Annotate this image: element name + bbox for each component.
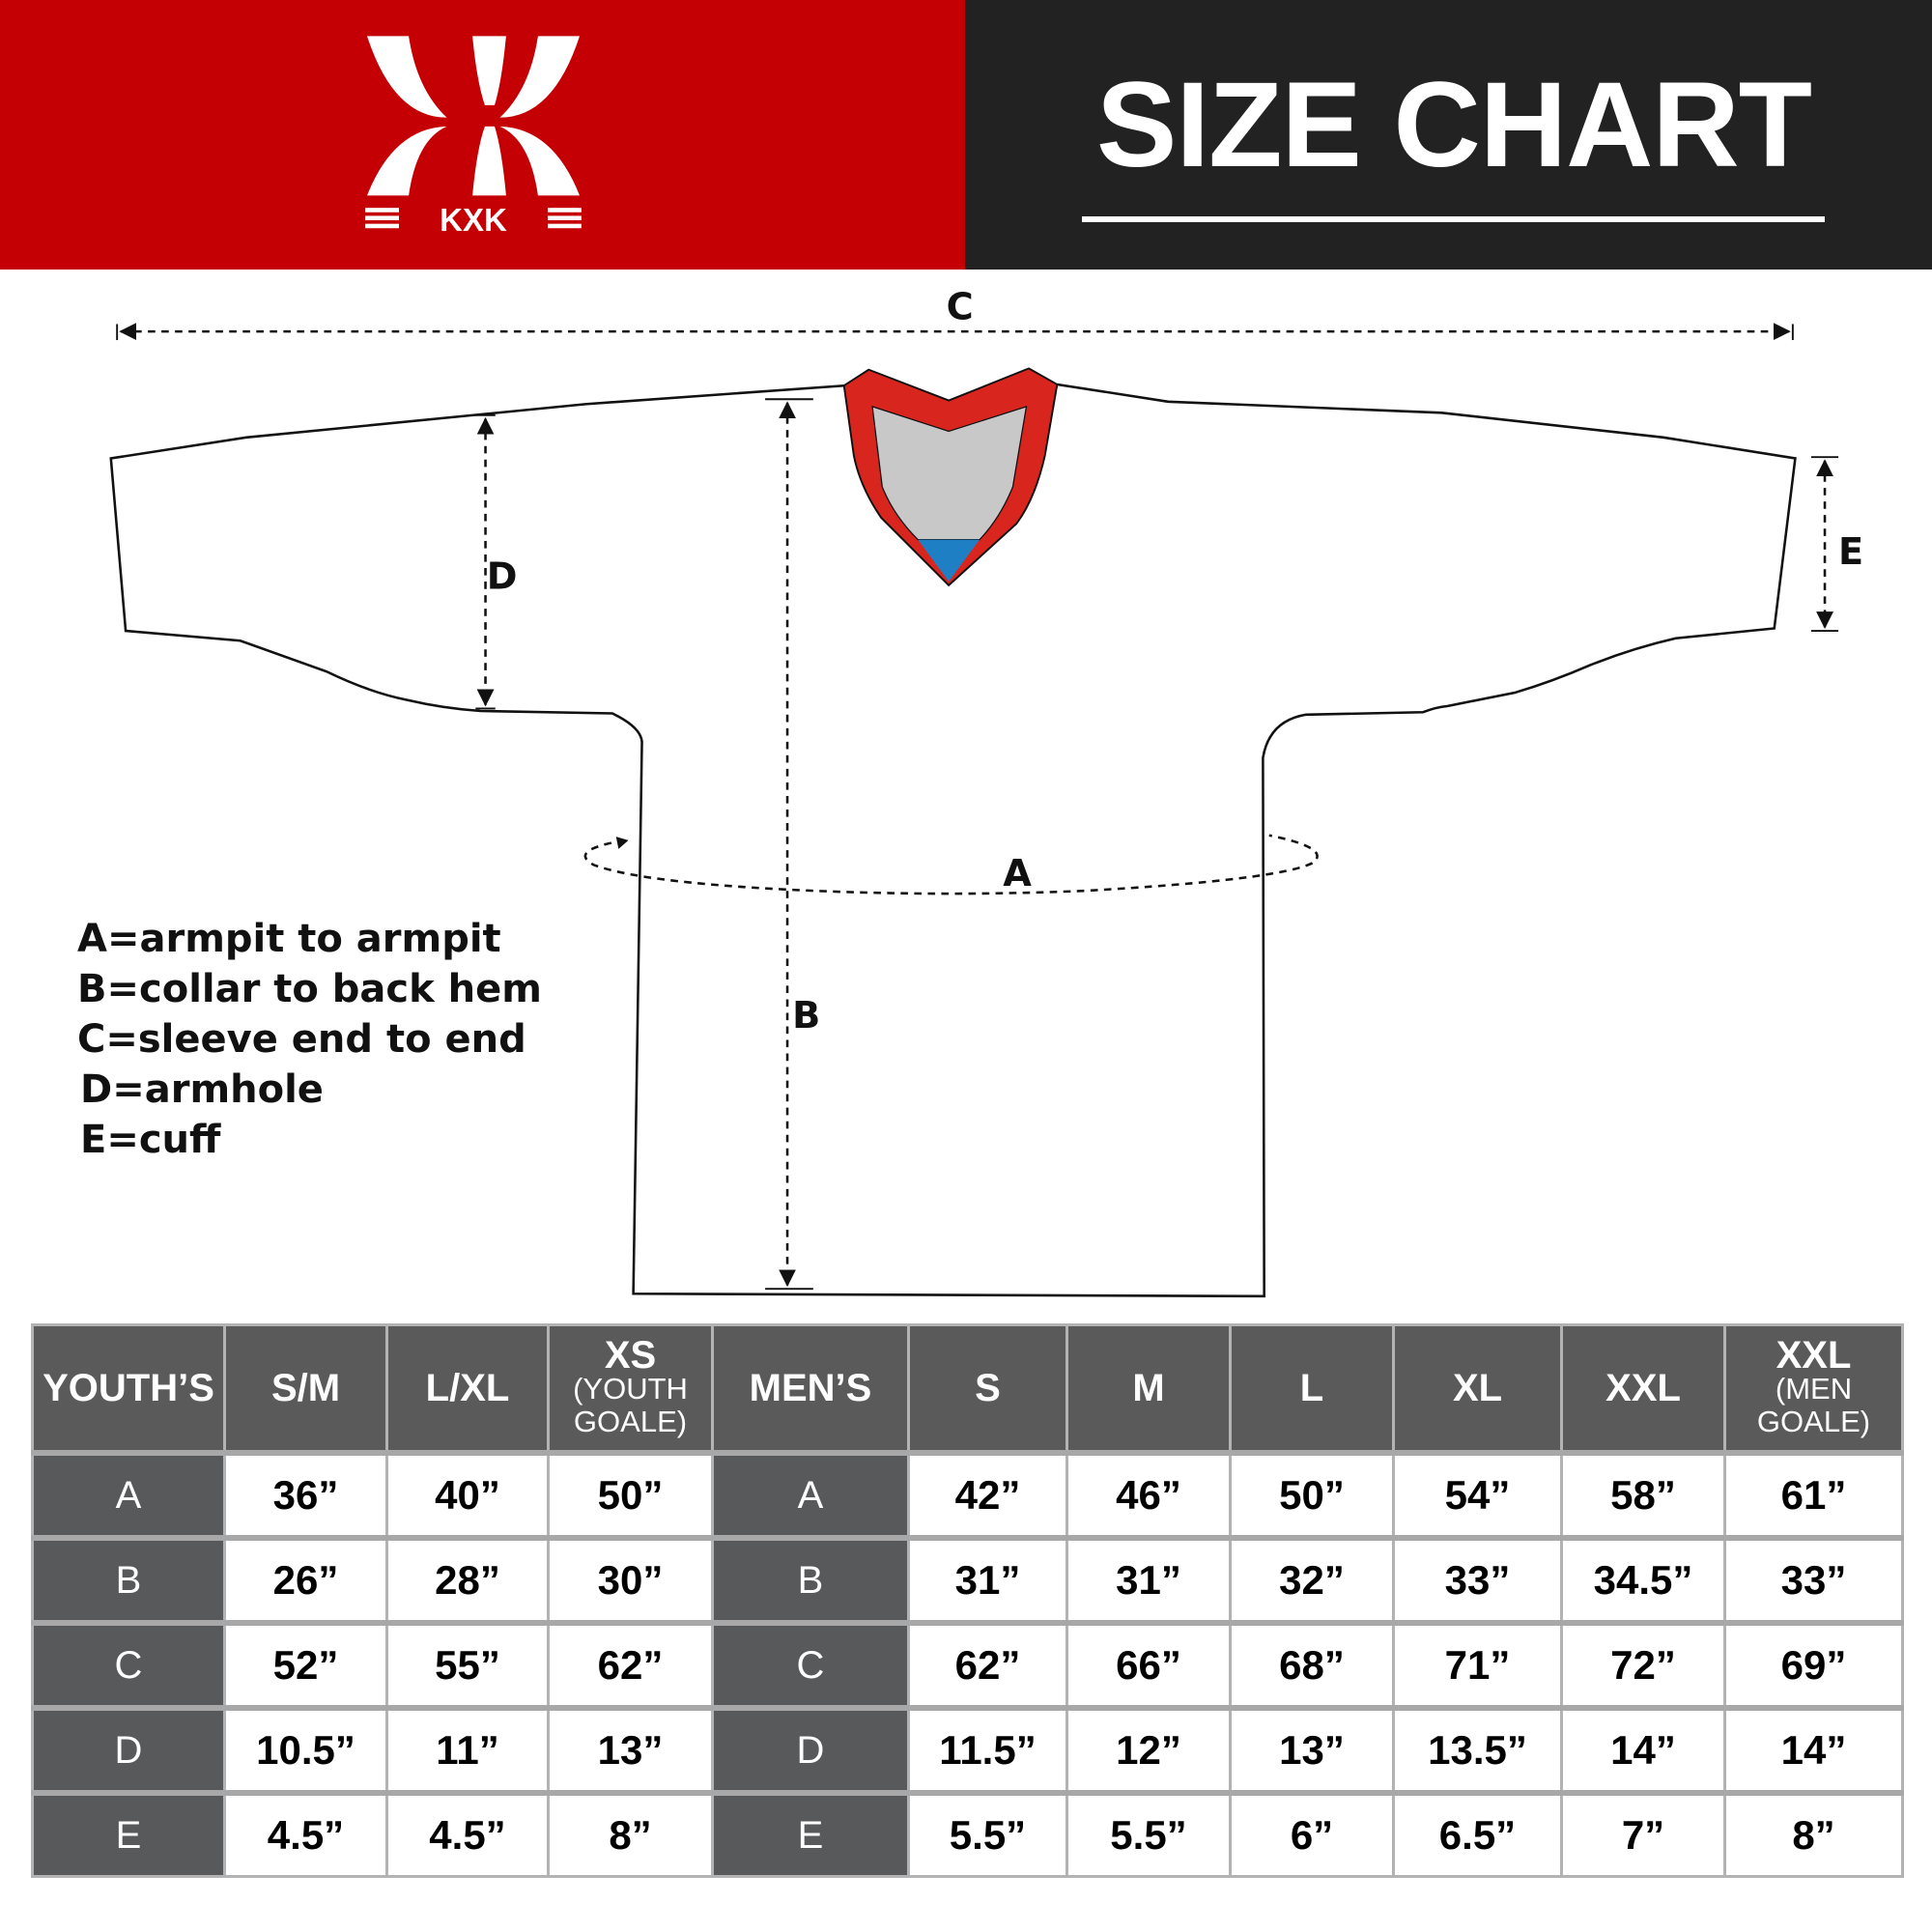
men-value-cell: 69”	[1723, 1620, 1904, 1710]
row-label: D	[31, 1705, 226, 1795]
men-value-cell: 61”	[1723, 1450, 1904, 1540]
row-label: E	[31, 1790, 226, 1878]
row-label: B	[711, 1535, 910, 1625]
table-row: D 10.5” 11” 13” D 11.5” 12” 13” 13.5” 14” 14”	[31, 1705, 1904, 1795]
size-header: L/XL	[385, 1323, 550, 1455]
men-value-cell: 12”	[1065, 1705, 1232, 1795]
men-value-cell: 14”	[1723, 1705, 1904, 1795]
men-value-cell: 5.5”	[1065, 1790, 1232, 1878]
dimension-a: A	[583, 834, 1319, 895]
dimension-b: B	[765, 398, 820, 1291]
men-value-cell: 6.5”	[1392, 1790, 1563, 1878]
youth-value-cell: 28”	[385, 1535, 550, 1625]
size-header: L	[1229, 1323, 1395, 1455]
table-row: E 4.5” 4.5” 8” E 5.5” 5.5” 6” 6.5” 7” 8”	[31, 1790, 1904, 1878]
label-c: C	[947, 285, 974, 328]
label-a: A	[1003, 852, 1032, 895]
table-row: C 52” 55” 62” C 62” 66” 68” 71” 72” 69”	[31, 1620, 1904, 1710]
dimension-d: D	[475, 413, 518, 710]
legend-item: D=armhole	[80, 1067, 324, 1112]
men-value-cell: 62”	[907, 1620, 1068, 1710]
men-value-cell: 50”	[1229, 1450, 1395, 1540]
men-value-cell: 7”	[1560, 1790, 1726, 1878]
row-label: D	[711, 1705, 910, 1795]
table-header-row: YOUTH’S S/M L/XL XS (YOUTH GOALE) MEN’S S…	[31, 1323, 1904, 1455]
youth-value-cell: 52”	[223, 1620, 388, 1710]
size-header: XL	[1392, 1323, 1563, 1455]
header-title-panel	[965, 0, 1932, 270]
youth-value-cell: 13”	[547, 1705, 714, 1795]
youth-value-cell: 62”	[547, 1620, 714, 1710]
men-value-cell: 72”	[1560, 1620, 1726, 1710]
kxk-logo: KXK	[365, 36, 582, 238]
size-header: XXL (MEN GOALE)	[1723, 1323, 1904, 1455]
label-d: D	[487, 555, 518, 599]
row-label: C	[711, 1620, 910, 1710]
youth-value-cell: 11”	[385, 1705, 550, 1795]
men-value-cell: 8”	[1723, 1790, 1904, 1878]
men-value-cell: 31”	[907, 1535, 1068, 1625]
youth-value-cell: 55”	[385, 1620, 550, 1710]
men-value-cell: 34.5”	[1560, 1535, 1726, 1625]
youth-value-cell: 4.5”	[223, 1790, 388, 1878]
men-value-cell: 5.5”	[907, 1790, 1068, 1878]
logo-hourglass-icon	[367, 36, 580, 196]
men-value-cell: 14”	[1560, 1705, 1726, 1795]
men-value-cell: 66”	[1065, 1620, 1232, 1710]
men-value-cell: 6”	[1229, 1790, 1395, 1878]
row-label: C	[31, 1620, 226, 1710]
men-value-cell: 31”	[1065, 1535, 1232, 1625]
row-label: E	[711, 1790, 910, 1878]
size-header: XS (YOUTH GOALE)	[547, 1323, 714, 1455]
size-header: S/M	[223, 1323, 388, 1455]
men-value-cell: 58”	[1560, 1450, 1726, 1540]
youth-value-cell: 26”	[223, 1535, 388, 1625]
youth-header: YOUTH’S	[31, 1323, 226, 1455]
row-label: A	[31, 1450, 226, 1540]
legend-item: A=armpit to armpit	[77, 917, 501, 961]
legend-item: C=sleeve end to end	[77, 1017, 526, 1062]
kxk-wordmark: KXK	[365, 202, 582, 238]
size-header: M	[1065, 1323, 1232, 1455]
table-row: A 36” 40” 50” A 42” 46” 50” 54” 58” 61”	[31, 1450, 1904, 1540]
men-value-cell: 68”	[1229, 1620, 1395, 1710]
youth-value-cell: 4.5”	[385, 1790, 550, 1878]
label-e: E	[1838, 530, 1863, 574]
collar	[842, 367, 1059, 587]
title-underline	[1082, 216, 1825, 222]
men-value-cell: 42”	[907, 1450, 1068, 1540]
men-value-cell: 33”	[1392, 1535, 1563, 1625]
men-value-cell: 32”	[1229, 1535, 1395, 1625]
measurement-legend: A=armpit to armpit B=collar to back hem …	[77, 914, 542, 1165]
jersey-outline	[109, 383, 1797, 1298]
brand-name: KXK	[440, 202, 507, 238]
men-value-cell: 71”	[1392, 1620, 1563, 1710]
size-header: S	[907, 1323, 1068, 1455]
youth-value-cell: 30”	[547, 1535, 714, 1625]
legend-item: B=collar to back hem	[77, 967, 542, 1011]
youth-value-cell: 50”	[547, 1450, 714, 1540]
label-b: B	[792, 994, 820, 1037]
row-label: B	[31, 1535, 226, 1625]
youth-value-cell: 10.5”	[223, 1705, 388, 1795]
size-table: YOUTH’S S/M L/XL XS (YOUTH GOALE) MEN’S S…	[31, 1323, 1904, 1878]
youth-value-cell: 36”	[223, 1450, 388, 1540]
page-title: SIZE CHART	[1096, 58, 1812, 192]
men-header: MEN’S	[711, 1323, 910, 1455]
men-value-cell: 13.5”	[1392, 1705, 1563, 1795]
dimension-e: E	[1811, 456, 1863, 633]
men-value-cell: 13”	[1229, 1705, 1395, 1795]
men-value-cell: 54”	[1392, 1450, 1563, 1540]
men-value-cell: 46”	[1065, 1450, 1232, 1540]
men-value-cell: 33”	[1723, 1535, 1904, 1625]
youth-value-cell: 40”	[385, 1450, 550, 1540]
row-label: A	[711, 1450, 910, 1540]
youth-value-cell: 8”	[547, 1790, 714, 1878]
men-value-cell: 11.5”	[907, 1705, 1068, 1795]
dimension-c: C	[116, 285, 1794, 341]
size-header: XXL	[1560, 1323, 1726, 1455]
table-row: B 26” 28” 30” B 31” 31” 32” 33” 34.5” 33”	[31, 1535, 1904, 1625]
legend-item: E=cuff	[80, 1118, 221, 1162]
